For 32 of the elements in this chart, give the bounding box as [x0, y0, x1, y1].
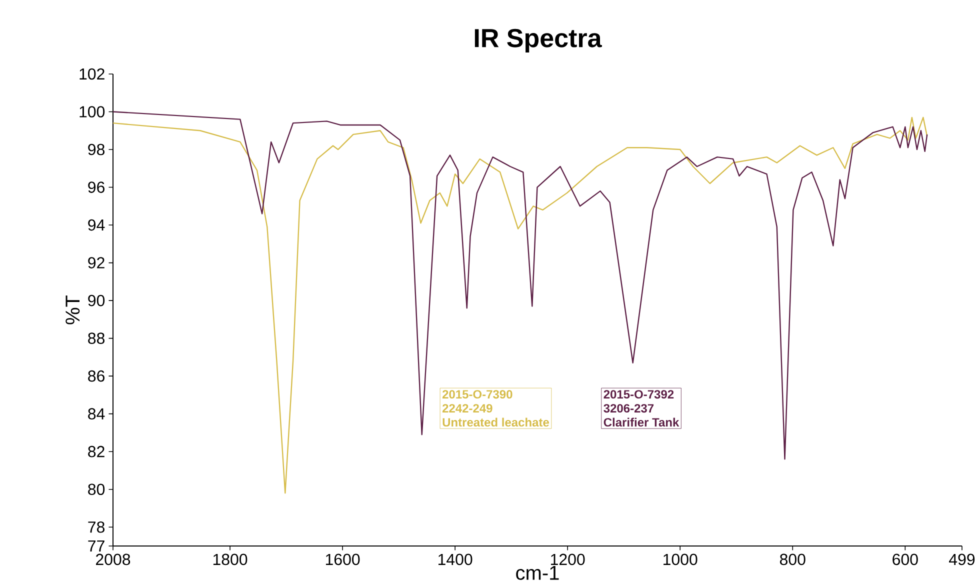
- y-tick-label: 98: [88, 144, 104, 156]
- y-tick-label: 92: [88, 257, 104, 268]
- x-tick-label: 800: [780, 554, 806, 566]
- y-tick-label: 80: [88, 484, 105, 496]
- x-tick-label: 499: [949, 554, 975, 566]
- y-tick-label: 84: [88, 408, 105, 420]
- x-tick-label: 1200: [551, 554, 585, 566]
- text: Untreated leachate: [442, 418, 549, 427]
- y-tick-label: 88: [88, 332, 104, 344]
- annotation: 2015-O-7390: [442, 390, 512, 399]
- text: Clarifier Tank: [604, 418, 680, 427]
- annotation: 2015-O-7392: [604, 390, 674, 399]
- x-tick-label: 1800: [213, 554, 248, 566]
- y-tick-label: 78: [88, 521, 104, 533]
- x-tick-label: 1600: [326, 554, 360, 566]
- annotation: 2242-249: [442, 404, 492, 413]
- x-tick-label: 600: [892, 554, 918, 566]
- y-tick-label: 102: [80, 68, 104, 80]
- y-tick-label: 77: [88, 540, 104, 552]
- x-axis-title: cm-1: [516, 566, 559, 580]
- annotation: 3206-237: [604, 404, 654, 413]
- chart-title: IR Spectra: [474, 28, 602, 52]
- y-tick-label: 100: [80, 106, 105, 118]
- y-tick-label: 96: [88, 182, 104, 193]
- y-axis-title: %T: [66, 295, 80, 324]
- x-tick-label: 1000: [664, 554, 698, 566]
- x-tick-label: 1400: [438, 554, 472, 566]
- y-tick-label: 94: [88, 219, 105, 231]
- y-tick-label: 86: [88, 370, 104, 382]
- y-tick-label: 90: [88, 294, 105, 306]
- x-tick-label: 2008: [96, 554, 130, 566]
- y-tick-label: 82: [88, 446, 104, 458]
